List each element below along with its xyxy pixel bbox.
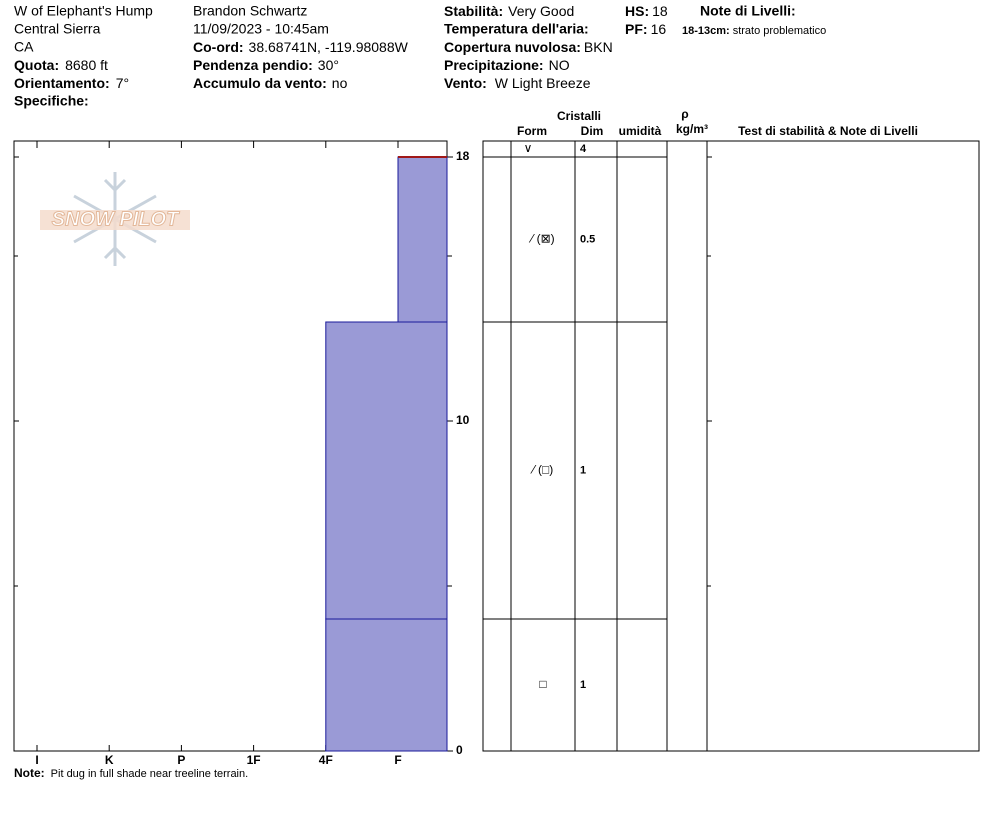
wind: Vento: W Light Breeze [444,75,591,91]
state: CA [14,39,34,55]
label: HS: [625,3,649,19]
layer-bar [397,156,448,323]
x-tick-label: 1F [247,753,261,767]
aspect: Orientamento: 7° [14,75,129,91]
label: Vento: [444,75,487,91]
grain-form: ⁄ (□) [530,463,554,477]
x-tick-label: F [394,753,401,767]
hs: HS: 18 [625,3,668,19]
value: 18 [652,3,668,19]
slope: Pendenza pendio: 30° [193,57,339,73]
text: strato problematico [733,25,827,37]
specifics: Specifiche: [14,93,89,109]
layer-notes-title: Note di Livelli: [700,3,796,19]
x-tick-label: P [177,753,185,767]
y-tick-label: 18 [456,149,470,163]
value: NO [549,57,570,73]
size-header: Dim [581,124,604,138]
label: Pendenza pendio: [193,57,313,73]
value: 38.68741N, -119.98088W [249,39,409,55]
tests-header: Test di stabilità & Note di Livelli [738,124,918,138]
label: Co-ord: [193,39,244,55]
label: PF: [625,21,648,37]
form-header: Form [517,124,547,138]
coords: Co-ord: 38.68741N, -119.98088W [193,39,409,55]
grain-form: ⁄ (⊠) [528,232,554,246]
value: 7° [116,75,129,91]
range: 18-13cm: [682,25,730,37]
label: Copertura nuvolosa: [444,39,581,55]
x-tick-label: I [35,753,38,767]
air-temp: Temperatura dell'aria: [444,21,589,37]
logo-band [40,210,190,230]
x-tick-label: K [105,753,114,767]
sky: Copertura nuvolosa: BKN [444,39,613,55]
x-tick-label: 4F [319,753,333,767]
moisture-header: umidità [619,124,662,138]
value: Very Good [508,3,574,19]
layer-note: 18-13cm: strato problematico [682,25,826,37]
surface-grain-size: 4 [580,143,587,155]
value: no [332,75,348,91]
value: 8680 ft [65,57,108,73]
y-tick-label: 10 [456,413,470,427]
wind-loading: Accumulo da vento: no [193,75,348,91]
label: Quota: [14,57,59,73]
layer-bar [325,321,448,620]
location: W of Elephant's Hump [14,3,153,19]
y-tick-label: 0 [456,743,463,757]
surface-grain-form: ∨ [524,141,533,155]
crystals-header: Cristalli [557,109,601,123]
value: BKN [584,39,613,55]
grain-size: 1 [580,464,586,476]
elevation: Quota: 8680 ft [14,57,108,73]
table-columns [510,141,708,751]
grain-form: □ [539,677,546,691]
table-frame [482,140,980,752]
label: Precipitazione: [444,57,544,73]
text: Pit dug in full shade near treeline terr… [51,768,249,780]
rho-header: ρ [681,107,688,121]
precip: Precipitazione: NO [444,57,570,73]
grain-size: 1 [580,679,586,691]
value: 16 [651,21,667,37]
density-unit: kg/m³ [676,122,708,136]
observer: Brandon Schwartz [193,3,307,19]
pf: PF: 16 [625,21,666,37]
datetime: 11/09/2023 - 10:45am [193,21,329,37]
grain-size: 0.5 [580,233,595,245]
label: Note: [14,766,45,780]
stability: Stabilità: Very Good [444,3,574,19]
layer-bar [325,618,448,752]
note: Note: Pit dug in full shade near treeline… [14,766,248,780]
range: Central Sierra [14,21,101,37]
value: 30° [318,57,339,73]
label: Accumulo da vento: [193,75,327,91]
label: Orientamento: [14,75,110,91]
value: W Light Breeze [495,75,591,91]
label: Stabilità: [444,3,503,19]
logo-text: SNOW PILOT [52,208,180,230]
